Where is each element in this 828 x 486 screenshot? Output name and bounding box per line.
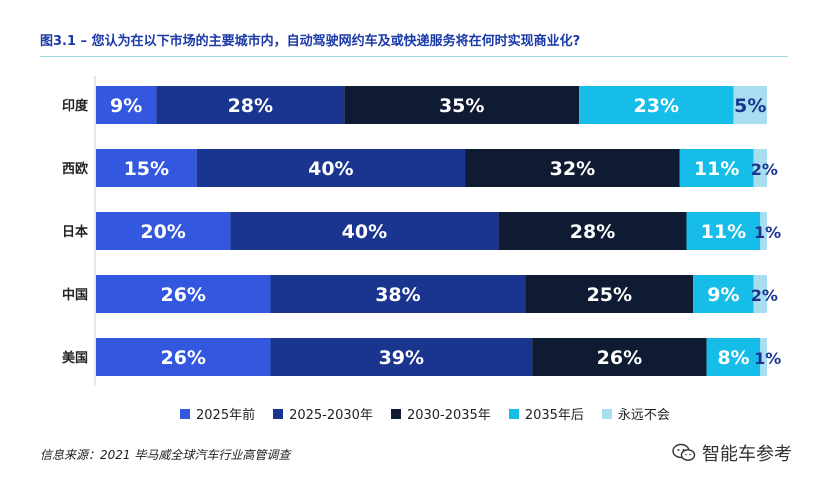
stacked-bar-chart: 印度 9% 28% 35% 23% 5% 西欧 15% 40% 32% 11% 2% 日本 20% 40% 2… [62,76,781,385]
data-label: 28% [228,95,273,117]
bar-segment [96,338,271,376]
legend-label: 2025-2030年 [289,408,373,423]
bar-segment [270,338,533,376]
bar-segment [733,86,767,124]
legend-label: 2025年前 [196,408,256,423]
bar-segment [96,86,157,124]
legend-label: 2030-2035年 [406,408,491,423]
category-label: 美国 [62,350,88,366]
legend-swatch [180,408,190,419]
bar-segment [753,275,767,313]
legend-label: 永远不会 [617,408,670,423]
legend-swatch [508,408,519,419]
bar-segment [344,86,580,124]
wechat-icon [672,443,696,461]
bar-segment [679,149,754,187]
data-label: 9% [110,95,142,117]
data-label: 23% [634,95,679,117]
bar-segment [706,338,761,376]
data-label: 15% [124,158,169,180]
data-label: 26% [160,347,205,369]
watermark-text: 智能车参考 [702,444,792,465]
legend-item: 2025年前 [180,404,255,423]
data-label: 26% [160,284,205,306]
bar-segment [760,212,767,250]
legend-label: 2035年后 [524,408,584,423]
bar-segment [96,212,231,250]
category-label: 印度 [62,98,89,114]
bar-segment [270,275,526,313]
data-label: 25% [587,284,632,306]
bar-segment [96,275,271,313]
bar-segment [760,338,767,376]
bar-segment [579,86,734,124]
chart-title: 图3.1 – 您认为在以下市场的主要城市内，自动驾驶网约车及或快递服务将在何时实… [40,34,581,49]
title-divider [40,56,788,57]
data-label: 9% [707,284,739,306]
category-label: 中国 [62,287,88,303]
bar-segment [96,149,197,187]
legend-item: 2025-2030年 [273,404,373,423]
source-note: 信息来源：2021 毕马威全球汽车行业高管调查 [40,448,291,462]
data-label: 20% [140,221,185,243]
bar-segment [465,149,680,187]
data-label: 5% [734,95,766,117]
data-label: 11% [694,158,739,180]
data-label: 2% [751,160,778,179]
bar-segment [498,212,687,250]
legend-swatch [601,408,612,419]
data-label: 1% [754,223,781,242]
data-label: 38% [375,284,420,306]
data-label: 35% [439,95,484,117]
bar-segment [532,338,707,376]
data-label: 1% [754,349,781,368]
category-label: 日本 [62,224,88,240]
bar-segment [686,212,761,250]
data-label: 39% [379,347,424,369]
bar-segment [230,212,499,250]
bar-segment [156,86,345,124]
bar-segment [525,275,694,313]
category-label: 西欧 [62,161,88,177]
data-label: 2% [751,286,778,305]
legend-swatch [390,408,401,419]
data-label: 40% [308,158,353,180]
legend-item: 2030-2035年 [390,404,491,423]
watermark: 智能车参考 [672,440,792,466]
bar-segment [693,275,754,313]
data-label: 8% [717,347,749,369]
chart-legend: 2025年前 2025-2030年 2030-2035年 2035年后 永远不会 [180,404,670,423]
data-label: 28% [570,221,615,243]
data-label: 40% [342,221,387,243]
data-label: 26% [597,347,642,369]
bar-segment [753,149,767,187]
legend-item: 2035年后 [508,404,584,423]
legend-item: 永远不会 [601,404,670,423]
data-label: 32% [550,158,595,180]
bar-segment [196,149,466,187]
legend-swatch [273,408,284,419]
data-label: 11% [701,221,746,243]
